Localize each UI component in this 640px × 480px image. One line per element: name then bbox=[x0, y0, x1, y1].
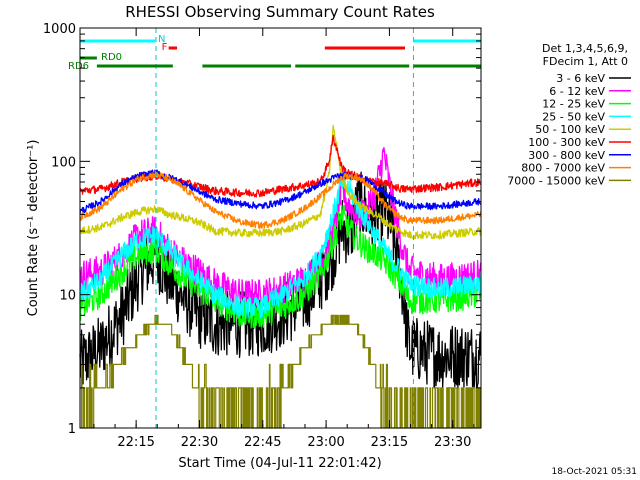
series-line-300-800-kev bbox=[79, 169, 482, 214]
x-tick-label: 22:30 bbox=[181, 435, 218, 450]
legend-label: 300 - 800 keV bbox=[528, 149, 605, 162]
legend-label: 100 - 300 keV bbox=[528, 136, 605, 149]
x-axis-label: Start Time (04-Jul-11 22:01:42) bbox=[178, 456, 381, 471]
x-tick-label: 23:15 bbox=[371, 435, 408, 450]
rd0-label: RD0 bbox=[101, 52, 122, 63]
y-tick-label: 10 bbox=[59, 289, 76, 304]
legend-header-line-1: Det 1,3,4,5,6,9, bbox=[542, 42, 628, 55]
x-axis: 22:15 22:30 22:45 23:00 23:15 23:30 bbox=[93, 28, 475, 450]
legend-header-line-2: FDecim 1, Att 0 bbox=[543, 55, 628, 68]
x-tick-label: 22:45 bbox=[244, 435, 281, 450]
x-tick-label: 23:30 bbox=[434, 435, 471, 450]
rd6-label: RD6 bbox=[68, 61, 89, 72]
n-label: N bbox=[158, 34, 165, 45]
y-axis: 1 10 100 1000 bbox=[43, 22, 481, 437]
chart-title: RHESSI Observing Summary Count Rates bbox=[125, 3, 435, 21]
y-tick-label: 1000 bbox=[43, 22, 76, 37]
f-label: F bbox=[162, 42, 168, 53]
x-tick-label: 23:00 bbox=[307, 435, 344, 450]
x-tick-label: 22:15 bbox=[117, 435, 154, 450]
legend-label: 6 - 12 keV bbox=[549, 85, 605, 98]
legend-label: 12 - 25 keV bbox=[542, 98, 605, 111]
legend-label: 50 - 100 keV bbox=[535, 123, 605, 136]
series-layer bbox=[79, 124, 482, 429]
legend-label: 25 - 50 keV bbox=[542, 110, 605, 123]
y-tick-label: 1 bbox=[68, 422, 76, 437]
plot-frame bbox=[79, 27, 482, 429]
y-axis-label: Count Rate (s⁻¹ detector⁻¹) bbox=[26, 140, 41, 317]
footer-date: 18-Oct-2021 05:31 bbox=[552, 467, 637, 477]
legend-label: 3 - 6 keV bbox=[556, 72, 605, 85]
y-tick-label: 100 bbox=[51, 155, 76, 170]
legend-label: 7000 - 15000 keV bbox=[507, 174, 605, 187]
legend: Det 1,3,4,5,6,9, FDecim 1, Att 0 3 - 6 k… bbox=[507, 42, 631, 187]
legend-label: 800 - 7000 keV bbox=[521, 162, 605, 175]
